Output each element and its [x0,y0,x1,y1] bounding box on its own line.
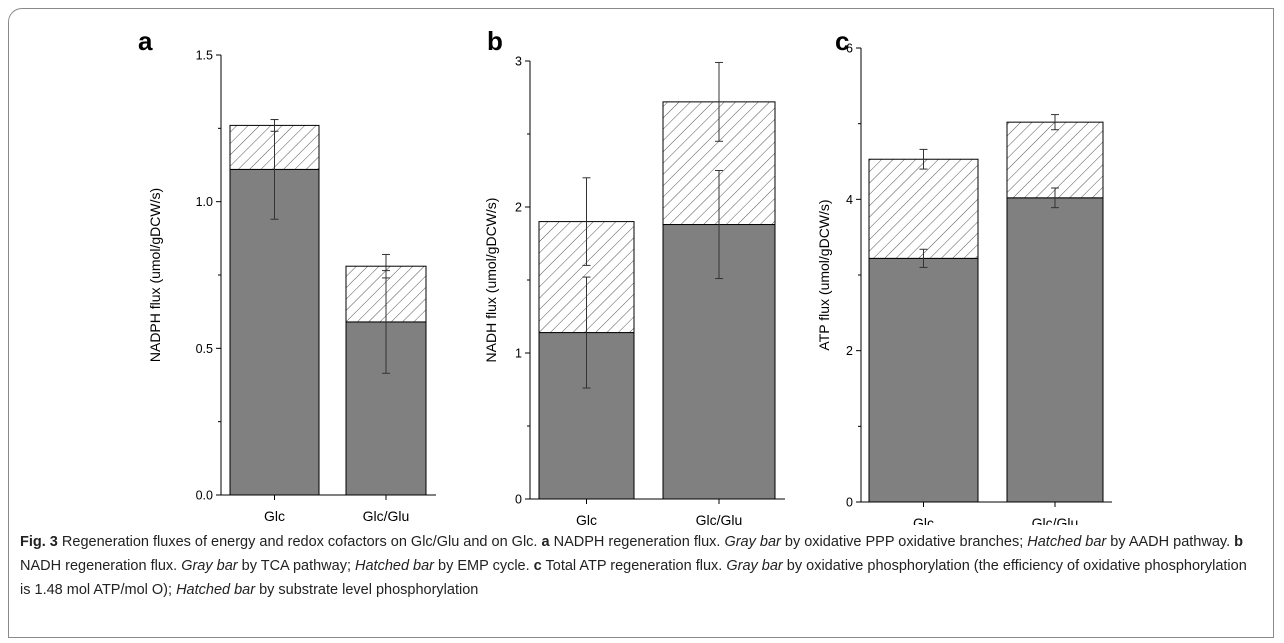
y-tick-label: 1 [515,347,522,361]
error-bar [582,177,591,266]
y-tick-label: 3 [515,55,522,69]
error-bar [582,276,591,389]
chart-panel-a: a Glc Glc/Glu 0.0 0.5 1.0 1.5 NADPH flux (umol/… [138,26,436,524]
bar-Glc-hatched [868,158,979,259]
caption-segment: c [533,558,542,574]
chart-panel-b: b Glc Glc/Glu 0 1 2 3 NADH flux (umol/gDCW/s) [483,26,785,525]
y-tick-label: 0 [846,496,853,510]
y-axis-label: NADH flux (umol/gDCW/s) [483,198,499,363]
x-tick-label: Glc/Glu [1032,515,1079,525]
caption-segment: NADPH regeneration flux. [549,534,725,550]
error-bar [1051,187,1059,209]
y-tick-label: 2 [846,344,853,358]
caption-segment: Hatched bar [1027,534,1107,550]
error-bar [715,170,723,280]
caption-segment: Regeneration fluxes of energy and redox … [61,534,542,550]
y-tick-label: 0 [515,493,522,507]
error-bar [715,61,723,142]
bar-Glc/Glu-hatched [1006,121,1104,199]
error-bar [919,248,928,268]
y-axis-label: ATP flux (umol/gDCW/s) [816,199,832,350]
figure-frame [8,8,1274,638]
x-tick-label: Glc/Glu [696,512,743,525]
x-tick-label: Glc/Glu [363,508,410,524]
caption-segment: Hatched bar [355,558,435,574]
panel-letter: b [487,26,503,56]
error-bar [270,119,279,132]
y-tick-label: 6 [846,42,853,56]
panel-letter: a [138,26,153,56]
caption-segment: Gray bar [726,558,783,574]
y-axis-label: NADPH flux (umol/gDCW/s) [147,188,163,362]
panel-letter: c [835,26,849,56]
caption-segment: Gray bar [181,558,238,574]
y-tick-label: 1.0 [196,195,213,209]
x-tick-label: Glc [576,512,597,525]
x-tick-label: Glc [264,508,285,524]
figure-charts: a Glc Glc/Glu 0.0 0.5 1.0 1.5 NADPH flux (umol/… [138,26,1112,525]
error-bar [919,148,928,170]
caption-segment: b [1234,534,1243,550]
y-tick-label: 0.5 [196,342,213,356]
caption-segment: by substrate level phosphorylation [255,582,479,598]
chart-panel-c: c Glc Glc/Glu 0 2 4 6 ATP flux (umol/gDCW/s) [816,26,1112,525]
y-tick-label: 1.5 [196,49,213,63]
y-tick-label: 2 [515,201,522,215]
y-tick-label: 4 [846,193,853,207]
caption-segment: by AADH pathway. [1106,534,1235,550]
caption-segment: Hatched bar [176,582,256,598]
caption-segment: by oxidative PPP oxidative branches; [780,534,1028,550]
error-bar [1051,114,1059,131]
caption-segment: Gray bar [724,534,781,550]
caption-segment: by EMP cycle. [434,558,534,574]
caption-segment: by oxidative phosphorylation (the effici… [20,558,1247,598]
caption-segment: Total ATP regeneration flux. [541,558,727,574]
x-tick-label: Glc [913,515,934,525]
caption-segment: NADH regeneration flux. [20,558,182,574]
caption-label: Fig. 3 [20,534,58,550]
bar-Glc/Glu-gray [1006,197,1104,503]
y-tick-label: 0.0 [196,489,213,503]
bar-Glc-gray [868,257,979,503]
caption-segment: by TCA pathway; [237,558,356,574]
caption-body: Regeneration fluxes of energy and redox … [20,534,1247,598]
figure-caption: Fig. 3 Regeneration fluxes of energy and… [20,530,1260,602]
error-bar [382,253,390,279]
caption-segment: a [541,534,550,550]
